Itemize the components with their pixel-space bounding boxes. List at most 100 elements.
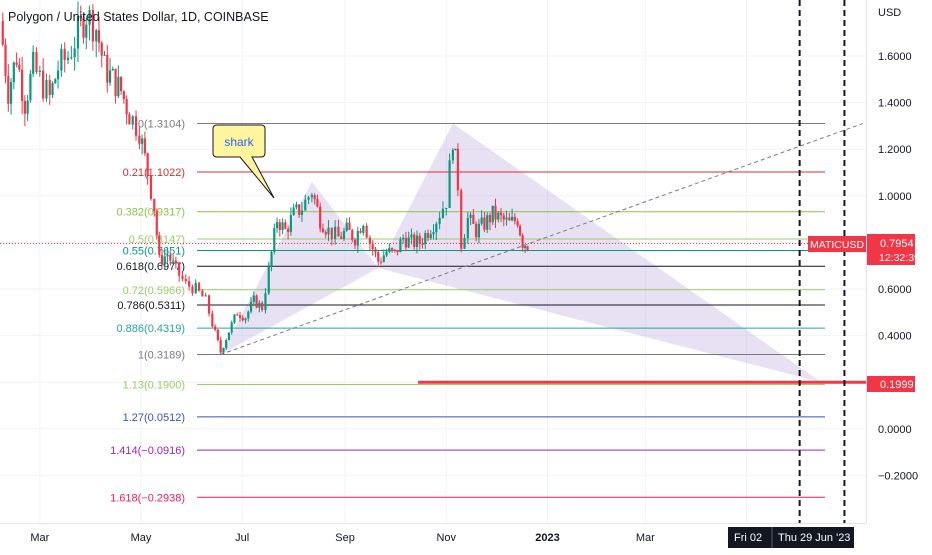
symbol-badge-bg xyxy=(808,236,866,252)
currency-label: USD xyxy=(878,7,901,19)
candle-body xyxy=(316,199,319,207)
candle-body xyxy=(289,215,292,232)
candle-body xyxy=(56,70,60,80)
candle-body xyxy=(249,301,253,312)
plot-background[interactable] xyxy=(0,0,866,523)
fib-level-label: 1.618(−0.2938) xyxy=(110,492,185,504)
candle-body xyxy=(70,57,73,59)
target-price-label[interactable]: 0.1999 xyxy=(867,376,915,392)
time-axis-ticks[interactable]: MarMayJulSepNov2023MarMay xyxy=(30,532,757,544)
candle-body xyxy=(319,206,322,229)
candle-body xyxy=(169,254,172,261)
time-highlight-bg xyxy=(728,527,854,548)
candle-body xyxy=(281,222,284,230)
price-tick-label: 0.0000 xyxy=(878,424,912,436)
candle-body xyxy=(407,237,410,248)
candle-body xyxy=(284,222,287,229)
candle-body xyxy=(399,239,402,253)
candle-body xyxy=(351,229,354,240)
candle-body xyxy=(146,153,149,176)
candle-body xyxy=(404,237,408,248)
candle-body xyxy=(236,314,239,316)
vertical-markers[interactable] xyxy=(798,0,846,523)
time-highlight[interactable]: Fri 02 Thu 29 Jun '23 xyxy=(728,527,854,548)
candle-body xyxy=(348,222,351,230)
symbol-badge[interactable]: MATICUSD xyxy=(808,236,866,252)
shark-label-callout[interactable]: shark xyxy=(212,124,275,199)
candle-body xyxy=(181,275,184,279)
fib-level-label: 0.21(1.1022) xyxy=(123,167,185,179)
candle-body xyxy=(9,82,13,104)
price-tick-label: 0.6000 xyxy=(878,284,912,296)
candle-body xyxy=(388,248,391,252)
candle-body xyxy=(211,313,214,327)
candle-body xyxy=(410,234,413,238)
candle-body xyxy=(174,260,177,264)
candle-body xyxy=(201,290,204,297)
last-price-label[interactable]: 0.7954 12:32:39 xyxy=(867,234,920,265)
pattern-triangle-bcd xyxy=(378,123,822,383)
candle-body xyxy=(244,318,247,321)
candle-body xyxy=(480,217,483,224)
price-axis-ticks[interactable]: 1.60001.40001.20001.00000.80000.60000.40… xyxy=(878,51,918,482)
candle-body xyxy=(66,57,70,61)
candle-body xyxy=(125,99,128,115)
candle-body xyxy=(76,16,80,49)
candle-body xyxy=(160,254,164,265)
candle-body xyxy=(494,205,497,220)
candle-body xyxy=(516,221,519,226)
candle-body xyxy=(233,314,236,323)
candle-body xyxy=(483,217,486,230)
candle-body xyxy=(149,175,153,199)
candle-body xyxy=(334,226,337,239)
candle-body xyxy=(477,223,480,238)
dashed-trendline[interactable] xyxy=(220,123,863,355)
candle-body xyxy=(307,197,310,200)
candle-body xyxy=(252,295,255,302)
candle-body xyxy=(295,204,298,208)
candle-body xyxy=(225,339,228,349)
candle-body xyxy=(275,222,279,229)
candle-body xyxy=(359,230,362,233)
price-tick-label: −0.2000 xyxy=(878,470,918,482)
candle-body xyxy=(7,75,10,104)
candle-body xyxy=(327,227,330,235)
candle-body xyxy=(445,207,448,209)
candle-body xyxy=(287,228,290,232)
candle-body xyxy=(426,233,430,239)
candle-body xyxy=(475,223,478,238)
candle-body xyxy=(134,116,138,136)
candle-body xyxy=(111,68,114,71)
time-tick-label: Jul xyxy=(235,532,249,544)
candle-body xyxy=(460,190,463,249)
candle-body xyxy=(435,223,438,233)
fib-level-label: 0(1.3104) xyxy=(138,118,185,130)
candle-body xyxy=(488,215,492,223)
candle-body xyxy=(204,295,207,297)
time-tick-label: Sep xyxy=(335,532,355,544)
candle-body xyxy=(38,70,41,72)
candle-body xyxy=(131,116,134,125)
candle-body xyxy=(227,332,231,340)
time-highlight-end: Thu 29 Jun '23 xyxy=(778,532,850,544)
candle-body xyxy=(97,30,101,43)
symbol-badge-text: MATICUSD xyxy=(810,239,864,251)
candle-body xyxy=(91,9,95,42)
candle-body xyxy=(502,215,505,220)
trendline[interactable] xyxy=(220,123,863,355)
candle-body xyxy=(267,266,270,294)
candle-body xyxy=(79,16,82,18)
candle-body xyxy=(330,227,333,239)
candle-body xyxy=(255,295,258,308)
candle-body xyxy=(1,21,4,45)
candle-body xyxy=(100,42,103,56)
callout-bubble xyxy=(212,124,275,199)
price-tick-label: 1.0000 xyxy=(878,191,912,203)
price-tick-label: 1.6000 xyxy=(878,51,912,63)
candle-body xyxy=(526,246,529,251)
candle-body xyxy=(261,302,264,311)
candle-body xyxy=(432,232,435,235)
candle-body xyxy=(32,51,35,74)
